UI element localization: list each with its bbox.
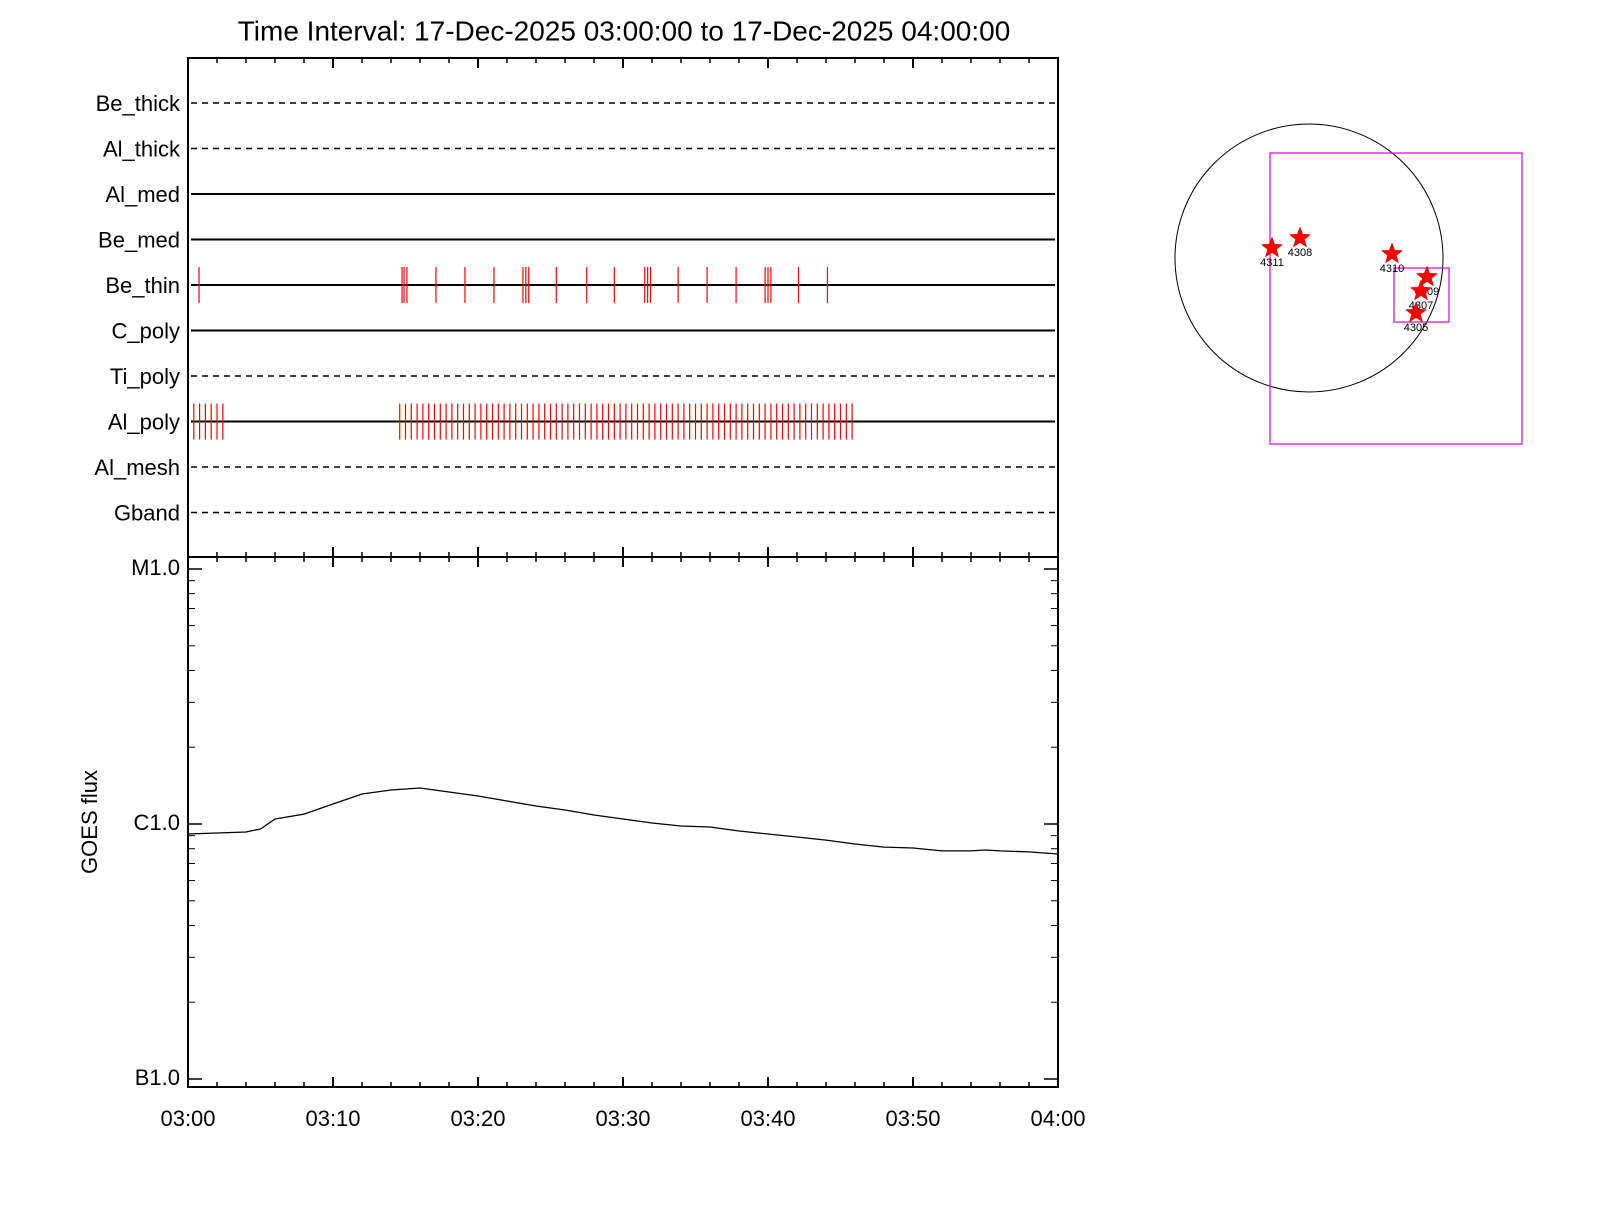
region-marker [1415, 265, 1439, 287]
plot-frame [187, 57, 1059, 1088]
goes-line [187, 787, 1059, 855]
region-marker [1288, 226, 1312, 248]
x-tick-label: 03:10 [305, 1106, 360, 1131]
y-tick-label: M1.0 [131, 555, 180, 580]
row-label: Be_thick [96, 91, 181, 116]
y-tick-label: C1.0 [134, 810, 180, 835]
x-tick-label: 04:00 [1030, 1106, 1085, 1131]
row-label: Al_poly [108, 409, 180, 434]
region-marker [1260, 236, 1284, 258]
region-label: 4305 [1404, 322, 1428, 334]
region-label: 4308 [1288, 247, 1312, 259]
row-label: Al_mesh [94, 455, 180, 480]
region-marker [1404, 301, 1428, 323]
region-marker [1409, 279, 1433, 301]
fov-box [1269, 152, 1523, 445]
row-label: Be_thin [105, 273, 180, 298]
row-label: Be_med [98, 227, 180, 252]
solar-disk [1174, 123, 1444, 393]
row-label: Gband [114, 500, 180, 525]
x-tick-label: 03:40 [740, 1106, 795, 1131]
x-tick-label: 03:50 [885, 1106, 940, 1131]
region-label: 4311 [1260, 257, 1284, 269]
row-label: C_poly [112, 318, 180, 343]
region-label: 4310 [1380, 263, 1404, 275]
x-tick-label: 03:00 [160, 1106, 215, 1131]
row-label: Al_thick [103, 136, 181, 161]
chart-title: Time Interval: 17-Dec-2025 03:00:00 to 1… [238, 15, 1011, 46]
fov-box-small [1393, 267, 1450, 323]
x-tick-label: 03:30 [595, 1106, 650, 1131]
row-label: Al_med [105, 182, 180, 207]
row-label: Ti_poly [110, 364, 180, 389]
y-tick-label: B1.0 [135, 1065, 180, 1090]
y-axis-label: GOES flux [77, 770, 102, 874]
region-marker [1380, 242, 1404, 264]
x-tick-label: 03:20 [450, 1106, 505, 1131]
